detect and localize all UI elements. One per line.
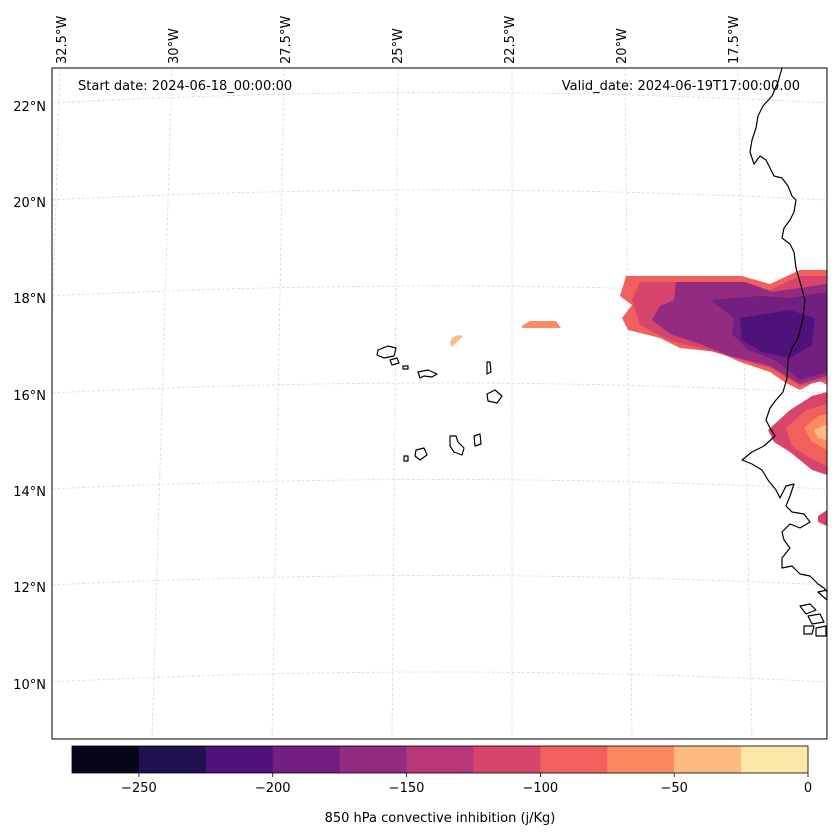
colorbar-swatch: [473, 746, 541, 773]
start-date-label: Start date: 2024-06-18_00:00:00: [78, 79, 292, 94]
coast-islet-4: [815, 625, 827, 637]
cin-region-core: [740, 310, 815, 358]
meridian-25w: [391, 67, 399, 740]
colorbar-tick-label: −50: [660, 781, 687, 796]
colorbar-swatch: [138, 746, 207, 773]
parallel-18n: [51, 285, 828, 297]
colorbar-tick-label: −150: [389, 781, 425, 796]
colorbar-label: 850 hPa convective inhibition (j/Kg): [325, 811, 556, 826]
latitude-labels: 22°N 20°N 18°N 16°N 14°N 12°N 10°N: [13, 100, 46, 693]
cin-patch-1: [522, 321, 561, 328]
parallel-10n: [51, 671, 828, 683]
island-sao-vicente: [389, 357, 400, 366]
lon-label-20w: 20°W: [615, 28, 630, 64]
colorbar-tick-label: −100: [523, 781, 559, 796]
lat-label-16n: 16°N: [13, 389, 46, 404]
meridian-17-5w: [737, 67, 753, 740]
meridian-32-5w: [51, 67, 61, 331]
colorbar-swatch: [540, 746, 608, 773]
colorbar-swatch: [674, 746, 742, 773]
lon-label-27-5w: 27.5°W: [279, 16, 294, 64]
colorbar: −250 −200 −150 −100 −50 0 850 hPa convective …: [71, 745, 812, 826]
parallel-12n: [51, 575, 828, 586]
lon-label-32-5w: 32.5°W: [55, 16, 70, 64]
colorbar-swatch: [72, 746, 140, 773]
cin-south-core: [814, 424, 827, 440]
colorbar-swatch: [741, 746, 809, 773]
coast-islet-3: [803, 625, 815, 635]
coast-islet-2: [807, 613, 825, 625]
colorbar-frame: [71, 745, 809, 774]
cin-contours: [450, 270, 827, 526]
lon-label-17-5w: 17.5°W: [727, 16, 742, 64]
colorbar-swatch: [339, 746, 408, 773]
lat-label-12n: 12°N: [13, 581, 46, 596]
lat-label-14n: 14°N: [13, 485, 46, 500]
colorbar-tick-label: −250: [121, 781, 157, 796]
colorbar-swatch: [406, 746, 474, 773]
longitude-labels: 32.5°W 30°W 27.5°W 25°W 22.5°W 20°W 17.5…: [55, 16, 742, 64]
colorbar-tick-label: −200: [255, 781, 291, 796]
cin-south-tip: [818, 510, 827, 526]
island-santo-antao: [376, 345, 397, 359]
colorbar-ticks: −250 −200 −150 −100 −50 0: [121, 773, 812, 796]
island-santa-luzia: [402, 365, 409, 370]
parallel-14n: [51, 479, 828, 490]
map-background: [52, 68, 827, 739]
graticule: [51, 67, 828, 740]
lon-label-30w: 30°W: [167, 28, 182, 64]
island-brava: [403, 455, 409, 462]
parallel-20n: [51, 189, 828, 201]
lat-label-10n: 10°N: [13, 678, 46, 693]
meridian-30w: [151, 67, 173, 740]
island-fogo: [414, 447, 428, 461]
lon-label-25w: 25°W: [391, 28, 406, 64]
africa-coast: [741, 67, 828, 593]
colorbar-swatches: [72, 746, 809, 773]
map-frame: [51, 67, 828, 740]
meridian-27-5w: [271, 67, 285, 740]
island-maio: [473, 433, 482, 447]
lon-label-22-5w: 22.5°W: [503, 16, 518, 64]
meridian-20w: [624, 67, 633, 740]
valid-date-label: Valid_date: 2024-06-19T17:00:00.00: [562, 79, 800, 94]
island-sao-nicolau: [417, 369, 438, 379]
colorbar-swatch: [205, 746, 274, 773]
coast-islet-1: [799, 603, 817, 615]
island-santiago: [449, 435, 465, 456]
cin-patch-2: [450, 335, 463, 347]
lat-label-18n: 18°N: [13, 292, 46, 307]
parallel-22n: [51, 92, 828, 104]
island-boa-vista: [486, 389, 503, 404]
parallel-16n: [51, 382, 828, 394]
lat-label-20n: 20°N: [13, 196, 46, 211]
colorbar-swatch: [607, 746, 675, 773]
colorbar-tick-label: 0: [804, 781, 812, 796]
colorbar-swatch: [272, 746, 341, 773]
lat-label-22n: 22°N: [13, 100, 46, 115]
island-sal: [486, 361, 492, 375]
